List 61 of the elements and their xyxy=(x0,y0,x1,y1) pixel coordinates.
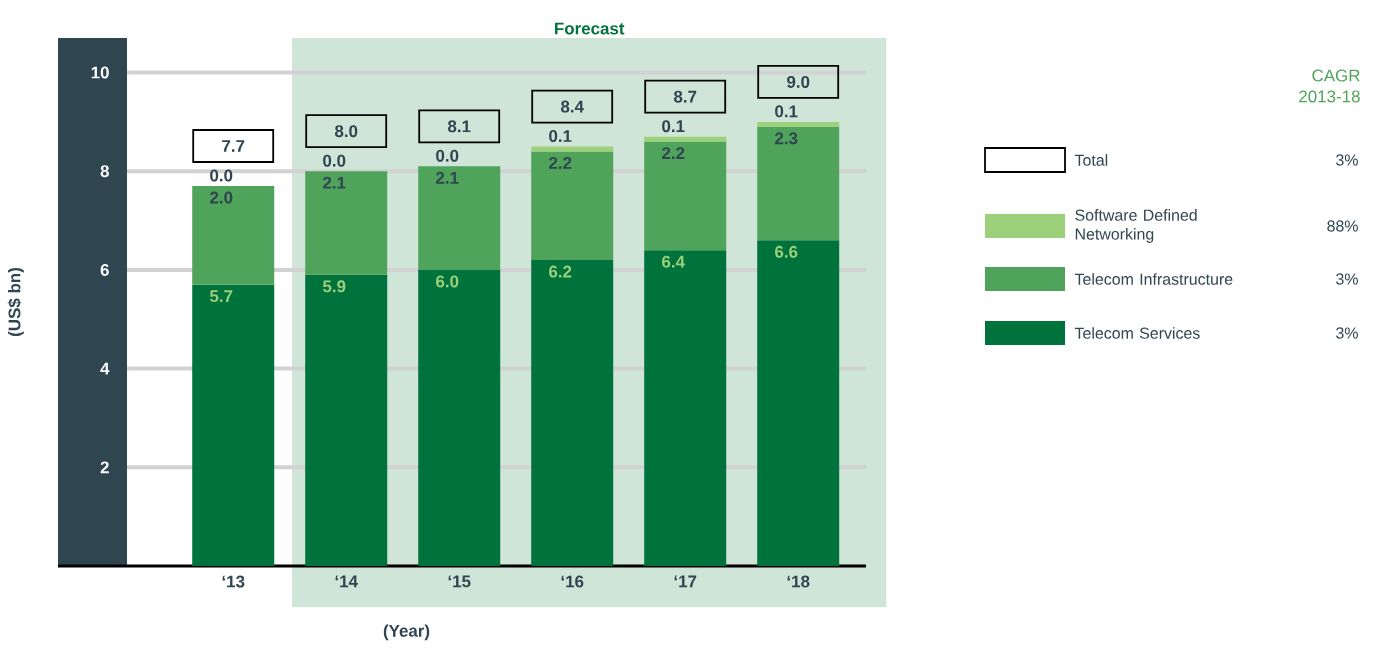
total-label: 9.0 xyxy=(787,75,810,88)
data-label: 0.1 xyxy=(775,105,798,118)
text: Total xyxy=(1074,154,1108,166)
total-label: 7.7 xyxy=(222,140,245,152)
y-tick-label: 8 xyxy=(100,165,109,178)
bar xyxy=(305,274,388,566)
x-axis-title: (Year) xyxy=(383,624,430,641)
bar xyxy=(644,141,727,251)
data-label: 0.0 xyxy=(323,154,346,167)
data-label: 0.0 xyxy=(210,169,233,182)
data-label: 0.0 xyxy=(436,149,459,162)
x-tick-label: ‘16 xyxy=(561,575,584,588)
y-tick-label: 2 xyxy=(100,461,109,474)
text: Telecom Services xyxy=(1074,327,1200,339)
y-tick-label: 10 xyxy=(91,66,109,79)
bar xyxy=(757,126,840,241)
text: Software Defined Networking xyxy=(1075,209,1197,243)
bar xyxy=(644,250,727,566)
bar xyxy=(531,151,614,261)
data-label: 2.2 xyxy=(662,147,685,159)
data-label: 0.1 xyxy=(662,120,685,133)
total-label: 8.0 xyxy=(334,125,358,138)
y-tick-label: 4 xyxy=(100,362,110,375)
data-label: 2.1 xyxy=(323,176,346,189)
bar xyxy=(531,260,614,566)
x-tick-label: ‘18 xyxy=(787,575,810,588)
x-tick-label: ‘15 xyxy=(448,575,471,588)
data-label: 6.6 xyxy=(775,245,798,258)
total-label: 8.7 xyxy=(673,90,697,103)
data-label: 2.3 xyxy=(775,132,798,145)
bar xyxy=(757,121,840,127)
bar xyxy=(418,269,501,566)
data-label: 5.7 xyxy=(209,290,233,303)
bar xyxy=(192,284,275,566)
data-label: 6.0 xyxy=(436,275,459,288)
data-label: 2.0 xyxy=(210,191,233,204)
data-label: 2.2 xyxy=(549,157,572,169)
data-label: 5.9 xyxy=(322,280,346,293)
data-label: 6.4 xyxy=(662,255,685,268)
data-label: 0.1 xyxy=(549,130,572,143)
data-label: 6.2 xyxy=(549,265,572,278)
band-label: Forecast xyxy=(555,22,625,35)
text: 3% xyxy=(1336,327,1358,339)
total-label: 8.4 xyxy=(560,100,584,113)
data-label: 2.1 xyxy=(436,171,459,184)
text: 88% xyxy=(1327,220,1358,232)
total-label: 8.1 xyxy=(447,120,471,133)
text: 3% xyxy=(1336,273,1358,285)
text: 3% xyxy=(1336,154,1358,166)
bar xyxy=(418,166,501,270)
bar xyxy=(757,240,840,566)
y-tick-label: 6 xyxy=(100,263,109,276)
x-tick-label: ‘14 xyxy=(335,575,358,588)
bar xyxy=(192,186,275,285)
bar xyxy=(305,171,388,275)
text: Telecom Infrastructure xyxy=(1074,273,1233,285)
x-tick-label: ‘17 xyxy=(674,575,697,588)
x-tick-label: ‘13 xyxy=(222,575,245,588)
y-axis-title: (US$ bn) xyxy=(7,268,24,336)
bar xyxy=(644,136,727,142)
legend-title: CAGR 2013-18 xyxy=(1299,69,1360,103)
